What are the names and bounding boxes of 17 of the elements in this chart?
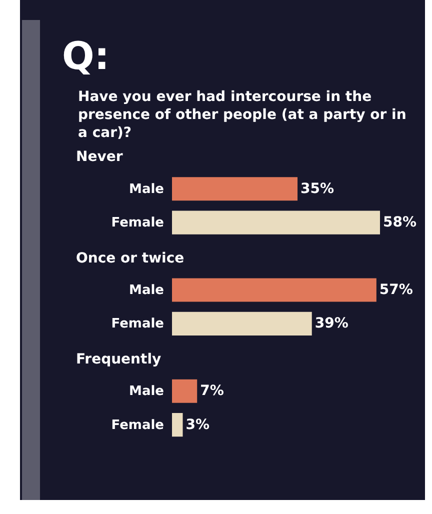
chart-title: Q:: [62, 34, 110, 78]
y-tick-label: Never: [76, 149, 123, 166]
text: Female: [111, 418, 164, 433]
text: Male: [129, 283, 164, 298]
data-label: 58%: [383, 214, 417, 231]
data-label: 7%: [200, 383, 224, 400]
data-label: 35%: [300, 180, 334, 197]
text: Female: [111, 316, 164, 332]
chart-subtitle: Have you ever had intercourse in the presence of other people (at a party or in a car)?: [78, 88, 408, 142]
data-label: 39%: [314, 316, 348, 332]
text: Male: [129, 384, 164, 400]
data-label: 3%: [186, 416, 210, 433]
y-tick-label: Once or twice: [76, 250, 184, 266]
series-label: Female: [111, 216, 164, 231]
data-label: 57%: [379, 282, 413, 298]
series-label: Male: [129, 182, 164, 197]
y-tick-label: Frequently: [76, 351, 162, 368]
